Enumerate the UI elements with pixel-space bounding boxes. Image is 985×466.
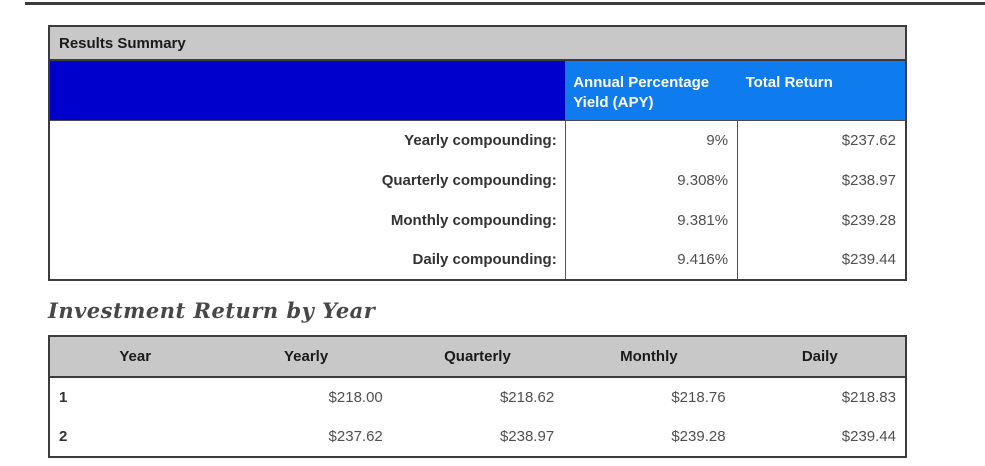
total-return-value: $237.62 — [841, 131, 896, 149]
apy-value: 9.381% — [565, 200, 739, 240]
quarterly-value: $238.97 — [499, 428, 555, 445]
header-spacer-cell — [49, 60, 566, 121]
daily-value: $239.44 — [841, 428, 896, 445]
investment-return-heading: Investment Return by Year — [48, 298, 376, 323]
row-label: Yearly compounding: — [49, 120, 566, 160]
results-content: Results Summary Annual Percentage Yield … — [48, 25, 907, 458]
table-row: 1 $218.00 $218.62 $218.76 $218.83 — [49, 377, 906, 417]
year-table-header-row: Year Yearly Quarterly Monthly Daily — [49, 336, 906, 378]
column-header-monthly: Monthly — [563, 336, 735, 378]
monthly-value: $239.28 — [671, 428, 726, 445]
column-header-total-return: Total Return — [737, 60, 906, 121]
daily-value: $218.83 — [841, 389, 896, 406]
row-label: Monthly compounding: — [49, 200, 566, 240]
yearly-value: $218.00 — [328, 389, 383, 406]
results-summary-table: Results Summary Annual Percentage Yield … — [48, 25, 907, 281]
total-return-value: $239.44 — [841, 251, 896, 268]
total-return-value: $239.28 — [841, 211, 896, 229]
column-header-apy: Annual Percentage Yield (APY) — [565, 60, 738, 121]
table-row: 2 $237.62 $238.97 $239.28 $239.44 — [49, 417, 906, 457]
total-return-value: $238.97 — [841, 171, 896, 189]
column-header-yearly: Yearly — [220, 336, 392, 378]
results-summary-header-row: Annual Percentage Yield (APY) Total Retu… — [49, 60, 906, 121]
apy-value: 9.308% — [565, 160, 739, 200]
year-number: 2 — [59, 428, 68, 445]
table-row: Quarterly compounding: 9.308% $238.97 — [49, 160, 906, 200]
apy-value: 9% — [565, 120, 739, 160]
yearly-value: $237.62 — [328, 428, 383, 445]
row-label: Daily compounding: — [49, 240, 566, 280]
column-header-year: Year — [49, 336, 221, 378]
results-summary-title: Results Summary — [49, 26, 906, 61]
investment-return-table: Year Yearly Quarterly Monthly Daily 1 $2… — [48, 335, 907, 458]
results-summary-title-row: Results Summary — [49, 26, 906, 61]
apy-value: 9.416% — [565, 240, 739, 280]
quarterly-value: $218.62 — [499, 389, 555, 406]
table-row: Daily compounding: 9.416% $239.44 — [49, 240, 906, 280]
year-number: 1 — [59, 389, 68, 406]
top-divider — [25, 2, 985, 5]
table-row: Yearly compounding: 9% $237.62 — [49, 120, 906, 160]
monthly-value: $218.76 — [671, 389, 726, 406]
table-row: Monthly compounding: 9.381% $239.28 — [49, 200, 906, 240]
row-label: Quarterly compounding: — [49, 160, 566, 200]
column-header-daily: Daily — [734, 336, 906, 378]
column-header-quarterly: Quarterly — [391, 336, 564, 378]
